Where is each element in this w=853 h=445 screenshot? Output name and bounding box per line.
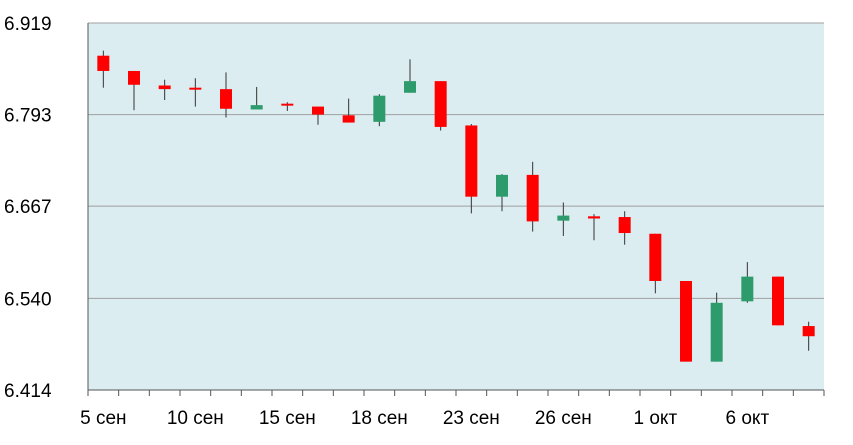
y-tick-label: 6.540 <box>4 289 52 310</box>
x-tick-label: 5 сен <box>80 408 126 429</box>
candle-body-up <box>557 215 570 221</box>
candle-body-down <box>220 89 232 109</box>
candle-body-up <box>250 105 263 110</box>
candle <box>741 262 754 303</box>
candle-body-down <box>802 326 815 337</box>
candle <box>128 70 140 111</box>
candle <box>434 81 447 131</box>
x-tick-label: 23 сен <box>443 408 500 429</box>
candle-body-down <box>342 115 355 123</box>
candle-body-up <box>496 174 508 197</box>
x-tick-label: 10 сен <box>167 408 224 429</box>
candle <box>281 102 294 111</box>
axes <box>87 22 825 396</box>
candle-body-down <box>588 216 600 219</box>
candle <box>618 211 631 245</box>
candle <box>710 292 723 362</box>
candle-body-up <box>741 276 754 302</box>
candle <box>189 78 202 107</box>
candle-body-down <box>772 276 784 326</box>
candle <box>526 161 539 232</box>
x-tick-label: 6 окт <box>726 408 770 429</box>
candle <box>649 233 662 294</box>
candle-body-up <box>373 95 386 122</box>
y-tick-label: 6.414 <box>4 381 52 402</box>
x-tick-label: 26 сен <box>535 408 592 429</box>
candle <box>557 202 570 236</box>
candle-body-down <box>189 87 202 90</box>
candle <box>772 276 784 326</box>
candle <box>220 72 232 118</box>
candle-body-down <box>128 70 140 85</box>
candle <box>680 280 692 362</box>
candle-body-down <box>618 217 631 234</box>
x-tick-label: 15 сен <box>259 408 316 429</box>
y-tick-label: 6.793 <box>4 106 52 127</box>
x-tick-label: 18 сен <box>351 408 408 429</box>
gridlines <box>88 114 824 299</box>
candle-body-up <box>710 302 723 362</box>
candle <box>588 214 600 241</box>
candle <box>404 59 416 93</box>
candle <box>312 106 324 125</box>
y-tick-labels: 6.919 6.793 6.667 6.540 6.414 <box>4 14 52 402</box>
y-tick-label: 6.919 <box>4 14 52 35</box>
candle <box>158 79 171 101</box>
x-tick-label: 1 окт <box>634 408 678 429</box>
candle-body-down <box>680 280 692 362</box>
candle <box>802 321 815 351</box>
candle <box>373 94 386 127</box>
candle-body-down <box>281 103 294 106</box>
candle-body-up <box>404 81 416 93</box>
candle-body-down <box>312 106 324 115</box>
candle-body-down <box>434 81 447 127</box>
candle-body-down <box>97 55 110 71</box>
candle-body-down <box>465 125 478 197</box>
y-tick-label: 6.667 <box>4 197 52 218</box>
candle-body-down <box>649 233 662 281</box>
candle <box>250 86 263 110</box>
candles <box>97 50 815 362</box>
candle-body-down <box>526 174 539 222</box>
candle <box>465 124 478 214</box>
x-tick-labels: 5 сен 10 сен 15 сен 18 сен 23 сен 26 сен 1 окт… <box>80 408 769 429</box>
candle <box>342 98 355 123</box>
candle <box>496 174 508 212</box>
candle <box>97 50 110 88</box>
candle-body-down <box>158 85 171 90</box>
